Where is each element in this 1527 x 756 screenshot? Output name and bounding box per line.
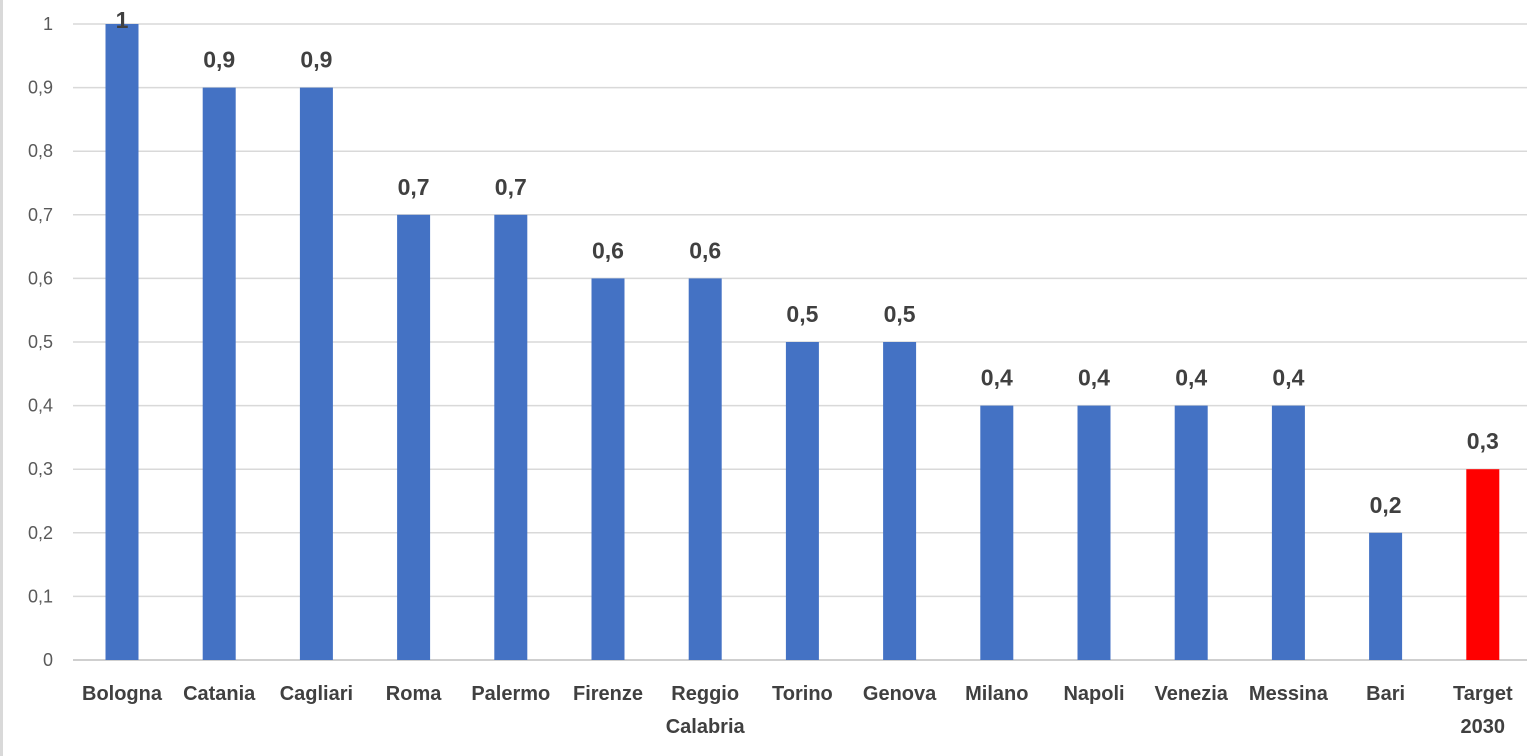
bar [883, 342, 917, 660]
y-tick-label: 0 [43, 650, 53, 670]
y-tick-label: 0,5 [28, 332, 53, 352]
data-label: 0,7 [398, 174, 430, 200]
chart-canvas: 0 0,1 0,2 0,3 0,4 0,5 0,6 0,7 0,8 0,9 1 1 Bologna 0,9… [28, 7, 1527, 738]
data-label: 0,4 [1175, 365, 1207, 391]
bar [785, 342, 819, 660]
category-label: Calabria [666, 716, 746, 738]
category-label: Bari [1366, 683, 1405, 705]
category-label: Napoli [1063, 683, 1124, 705]
data-label: 0,9 [300, 47, 332, 73]
data-label: 0,4 [981, 365, 1013, 391]
bar [494, 214, 528, 661]
bar [1369, 532, 1403, 660]
y-tick-label: 0,8 [28, 141, 53, 161]
data-label: 0,3 [1467, 428, 1499, 454]
data-label: 1 [116, 7, 129, 33]
y-tick-label: 0,9 [28, 78, 53, 98]
data-label: 0,7 [495, 174, 527, 200]
category-label: Target [1453, 683, 1513, 705]
bar [591, 278, 625, 660]
y-tick-label: 0,4 [28, 396, 53, 416]
data-label: 0,6 [689, 237, 721, 263]
category-label: Firenze [573, 683, 643, 705]
bar [1077, 405, 1111, 660]
category-label: Messina [1249, 683, 1329, 705]
bar [105, 24, 139, 660]
category-label: Catania [183, 683, 256, 705]
category-label: Torino [772, 683, 833, 705]
bar [397, 214, 431, 661]
bar [1466, 469, 1500, 660]
bar [299, 87, 333, 661]
category-label: Palermo [471, 683, 550, 705]
category-label: Venezia [1155, 683, 1229, 705]
bar [1271, 405, 1305, 660]
category-label: Milano [965, 683, 1028, 705]
bar [688, 278, 722, 660]
y-tick-label: 0,7 [28, 205, 53, 225]
bar [980, 405, 1014, 660]
data-label: 0,9 [203, 47, 235, 73]
category-label: Bologna [82, 683, 163, 705]
data-label: 0,4 [1272, 365, 1304, 391]
y-tick-label: 0,6 [28, 268, 53, 288]
y-tick-label: 0,3 [28, 459, 53, 479]
y-tick-label: 0,2 [28, 523, 53, 543]
data-label: 0,2 [1370, 492, 1402, 518]
category-label: Cagliari [280, 683, 353, 705]
y-tick-label: 0,1 [28, 586, 53, 606]
y-tick-label: 1 [43, 14, 53, 34]
category-label: 2030 [1461, 716, 1506, 738]
bar [1174, 405, 1208, 660]
data-label: 0,5 [786, 301, 818, 327]
bar [202, 87, 236, 661]
category-label: Reggio [671, 683, 739, 705]
data-label: 0,6 [592, 237, 624, 263]
category-label: Genova [863, 683, 937, 705]
category-label: Roma [386, 683, 442, 705]
data-label: 0,4 [1078, 365, 1110, 391]
data-label: 0,5 [884, 301, 916, 327]
